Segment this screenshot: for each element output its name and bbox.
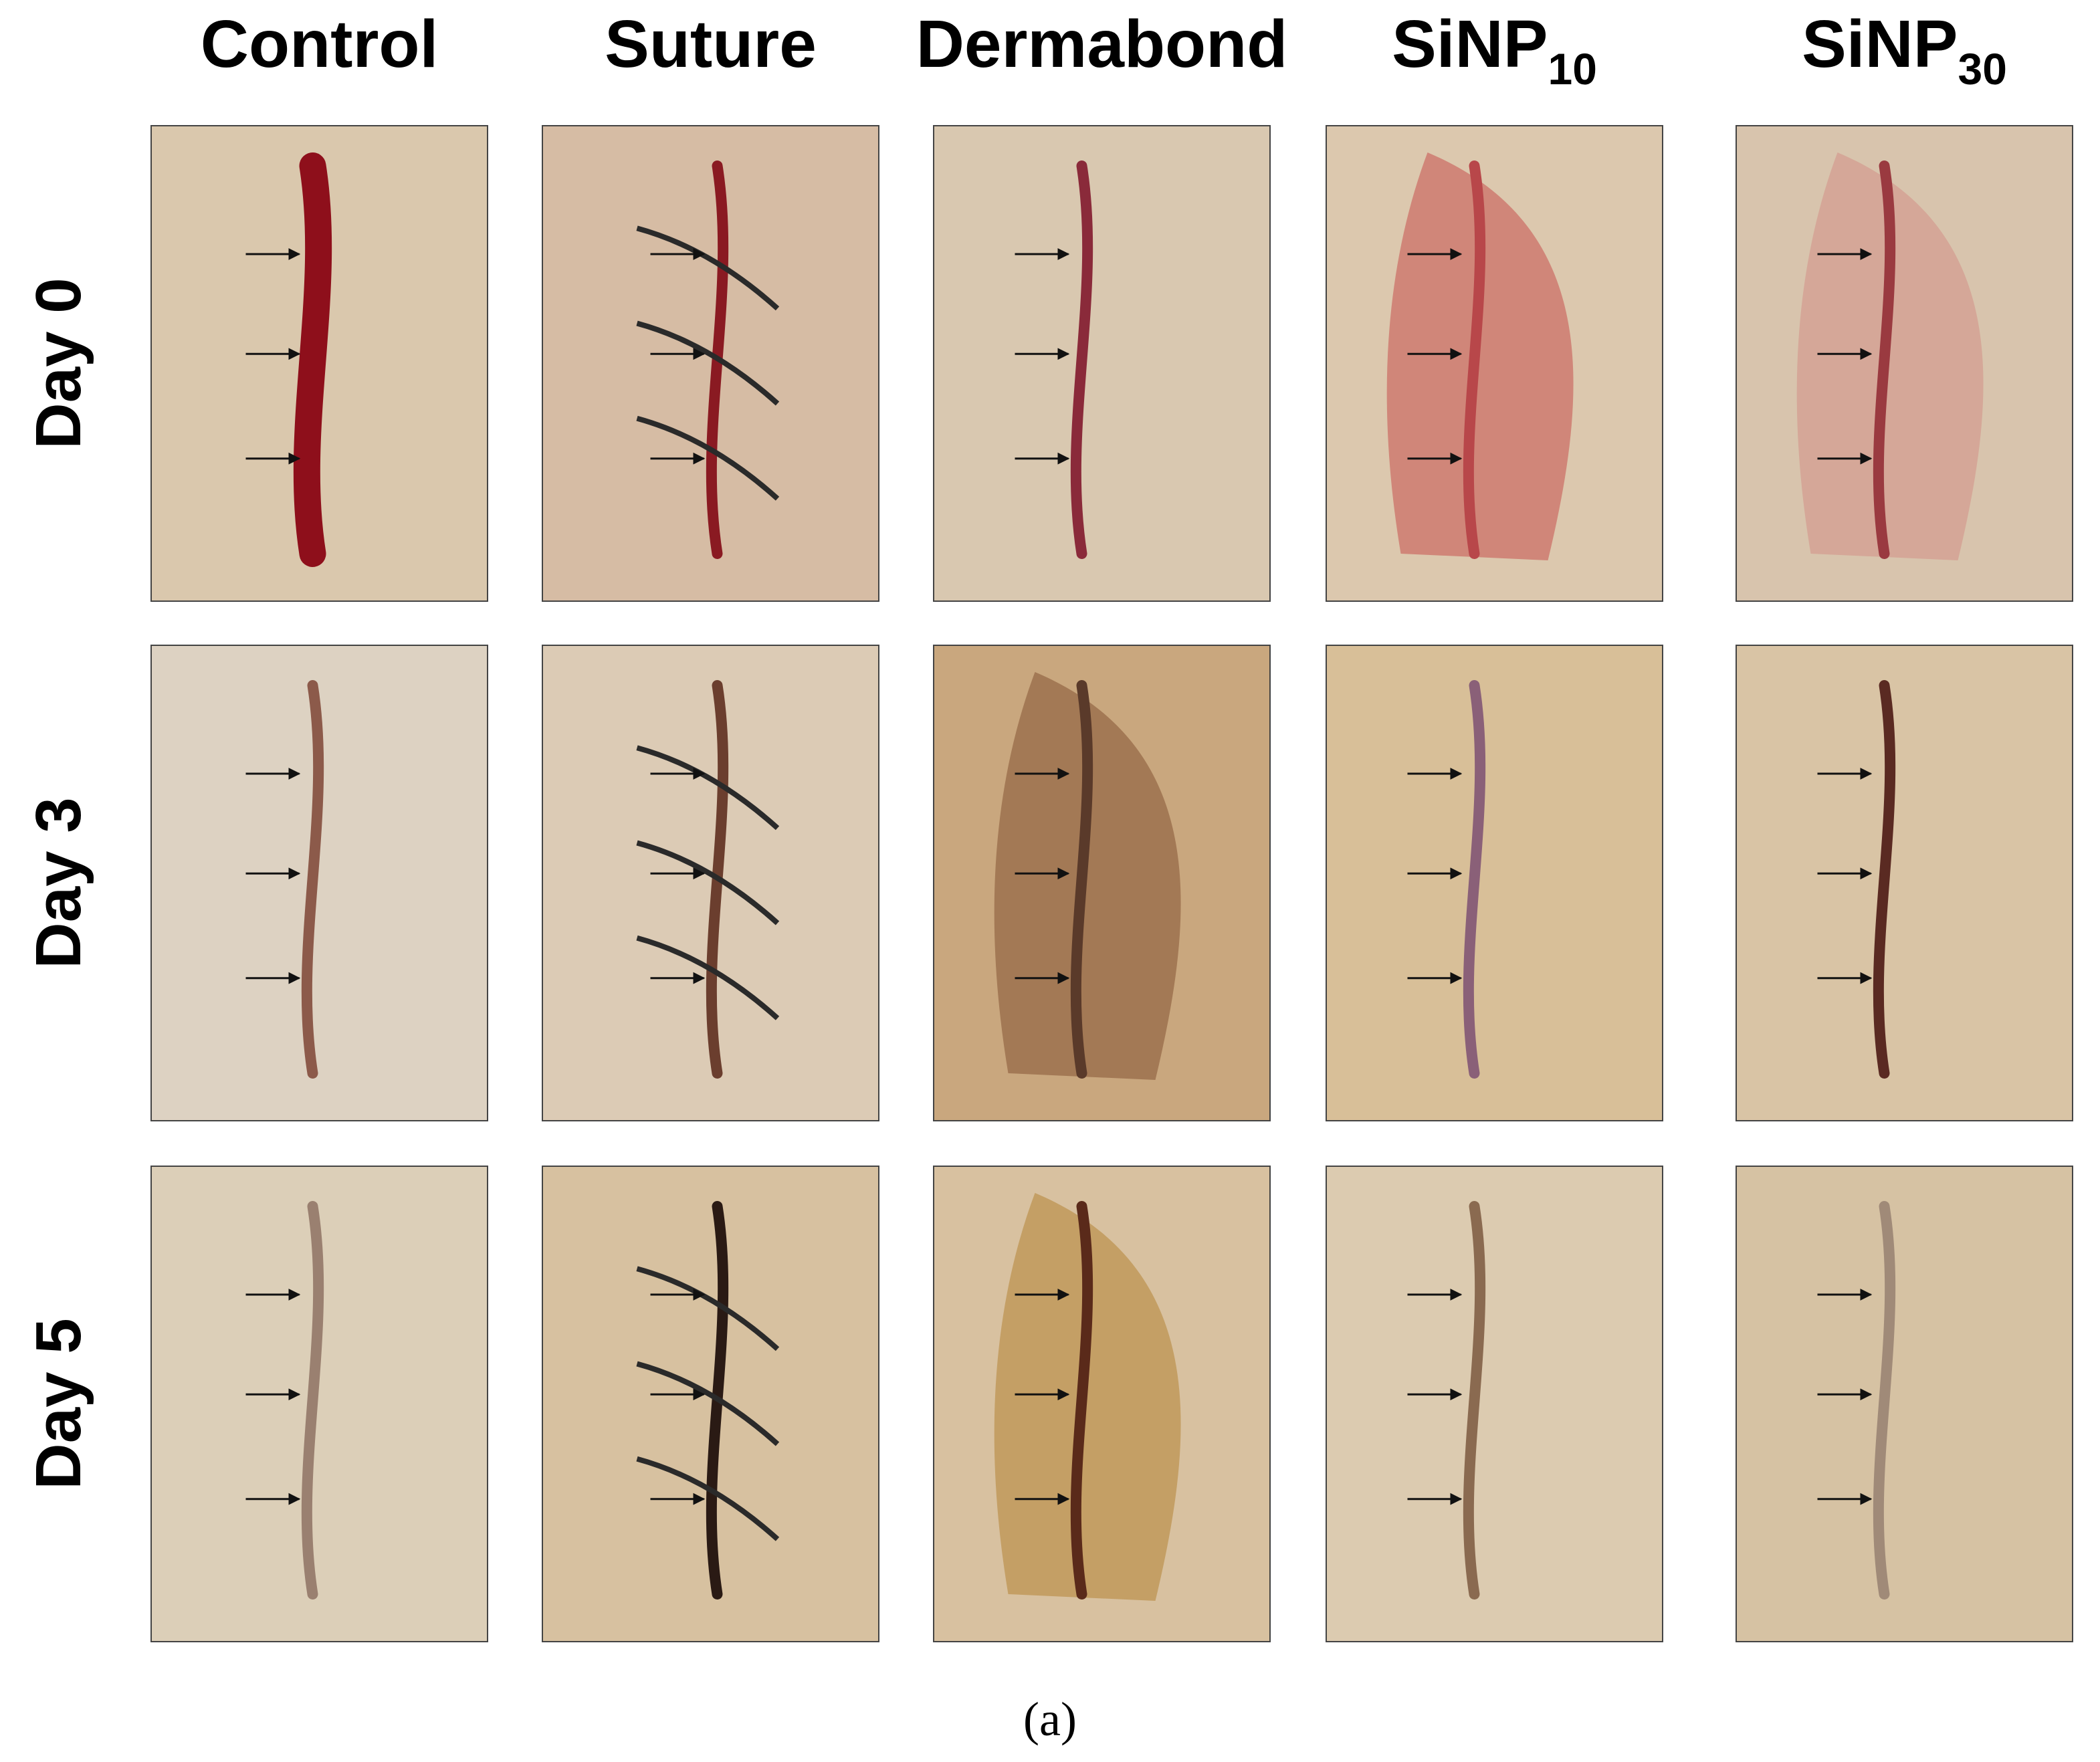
- column-header-text: Dermabond: [916, 7, 1288, 82]
- photo: [542, 645, 879, 1121]
- photo-background: [933, 125, 1271, 602]
- wound: [1463, 1201, 1486, 1600]
- wound: [293, 152, 332, 567]
- photo: [1326, 125, 1663, 602]
- suture: [636, 840, 780, 925]
- caption: (a): [1023, 1692, 1077, 1746]
- column-header: Suture: [605, 7, 817, 82]
- wound: [1873, 1201, 1896, 1600]
- photo-background: [1326, 645, 1663, 1121]
- wound: [301, 680, 324, 1079]
- column-header-text: SiNP: [1392, 7, 1548, 82]
- row-label: Day 5: [23, 1318, 94, 1489]
- column-header: Control: [201, 7, 438, 82]
- wound: [1070, 1201, 1093, 1600]
- column-header-subscript: 10: [1548, 44, 1596, 94]
- row-label: Day 0: [23, 278, 94, 449]
- suture: [636, 320, 780, 406]
- column-header-text: SiNP: [1802, 7, 1958, 82]
- suture: [636, 415, 780, 501]
- photo: [1736, 125, 2073, 602]
- suture: [636, 225, 780, 311]
- photo-background: [1736, 645, 2073, 1121]
- photo-background: [1326, 1166, 1663, 1642]
- photo: [1736, 1166, 2073, 1642]
- photo-grid: [150, 125, 2073, 1642]
- photo-background: [1736, 1166, 2073, 1642]
- photo: [933, 125, 1271, 602]
- column-header-text: Control: [201, 7, 438, 82]
- suture: [636, 1266, 780, 1351]
- wound: [301, 1201, 324, 1600]
- column-header: SiNP30: [1802, 7, 2007, 94]
- photo: [150, 645, 488, 1121]
- suture: [636, 1361, 780, 1446]
- wound: [1070, 160, 1093, 559]
- photo: [1736, 645, 2073, 1121]
- column-header-subscript: 30: [1958, 44, 2006, 94]
- photo: [1326, 1166, 1663, 1642]
- row-label: Day 3: [23, 797, 94, 968]
- photo: [933, 645, 1271, 1121]
- wound: [1873, 160, 1896, 559]
- wound: [1070, 680, 1093, 1079]
- column-header: Dermabond: [916, 7, 1288, 82]
- suture: [636, 745, 780, 831]
- photo: [150, 125, 488, 602]
- suture: [636, 1456, 780, 1541]
- suture: [636, 935, 780, 1020]
- photo: [542, 125, 879, 602]
- wound: [1463, 680, 1486, 1079]
- wound: [1463, 160, 1486, 559]
- column-header: SiNP10: [1392, 7, 1597, 94]
- wound: [1873, 680, 1896, 1079]
- photo: [1326, 645, 1663, 1121]
- photo: [542, 1166, 879, 1642]
- photo: [933, 1166, 1271, 1642]
- column-header-text: Suture: [605, 7, 817, 82]
- photo: [150, 1166, 488, 1642]
